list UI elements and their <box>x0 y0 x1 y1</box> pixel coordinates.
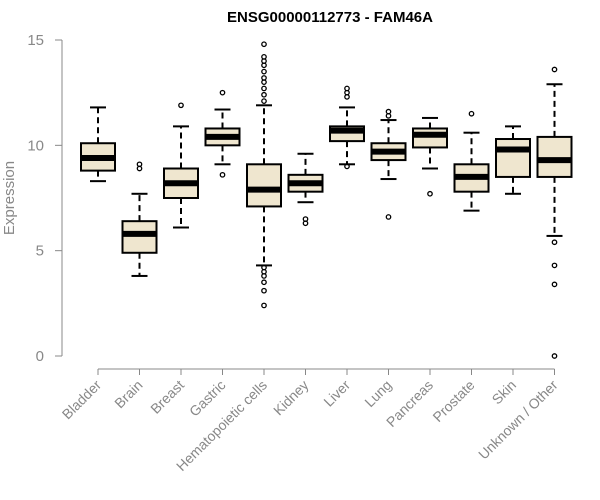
outlier-point <box>551 353 558 359</box>
box-iqr <box>495 138 531 178</box>
x-tick-label: Breast <box>147 377 187 417</box>
outlier-point <box>551 262 558 269</box>
outlier-point <box>261 264 267 271</box>
x-tick-label: Kidney <box>270 377 312 419</box>
outlier-point <box>261 98 267 104</box>
outlier-point <box>261 91 267 98</box>
outlier-point <box>261 302 267 309</box>
y-tick-label: 5 <box>36 243 44 260</box>
box-iqr <box>412 127 448 149</box>
outlier-point <box>261 41 267 48</box>
chart-title: ENSG00000112773 - FAM46A <box>227 9 433 26</box>
x-tick-label: Liver <box>320 377 353 410</box>
y-tick-label: 10 <box>27 137 44 154</box>
x-tick-label: Bladder <box>59 377 105 423</box>
box-iqr <box>246 163 282 208</box>
outlier-point <box>551 281 558 288</box>
outlier-point <box>344 85 350 92</box>
outlier-point <box>178 102 184 109</box>
outlier-point <box>261 279 267 286</box>
outlier-point <box>136 161 143 168</box>
outlier-point <box>385 108 392 115</box>
outlier-point <box>219 171 226 178</box>
x-tick-label: Prostate <box>429 377 477 425</box>
outlier-point <box>427 190 433 197</box>
outlier-point <box>219 89 226 96</box>
y-axis-label: Expression <box>1 161 18 235</box>
outlier-point <box>302 216 309 222</box>
outlier-point <box>261 287 267 294</box>
outlier-point <box>344 163 350 170</box>
x-tick-label: Unknown / Other <box>475 377 561 463</box>
outlier-point <box>261 54 267 60</box>
outlier-point <box>261 75 267 81</box>
outlier-point <box>261 85 267 92</box>
outlier-point <box>261 68 267 75</box>
box-iqr <box>536 135 573 178</box>
outlier-point <box>551 66 558 73</box>
x-tick-label: Skin <box>489 377 520 408</box>
outlier-point <box>551 239 558 246</box>
x-tick-label: Lung <box>361 377 394 410</box>
box-iqr <box>121 220 158 254</box>
y-tick-label: 15 <box>27 32 44 49</box>
outlier-point <box>468 110 475 117</box>
outlier-point <box>385 214 392 220</box>
x-tick-label: Brain <box>111 377 145 411</box>
y-tick-label: 0 <box>36 348 44 365</box>
